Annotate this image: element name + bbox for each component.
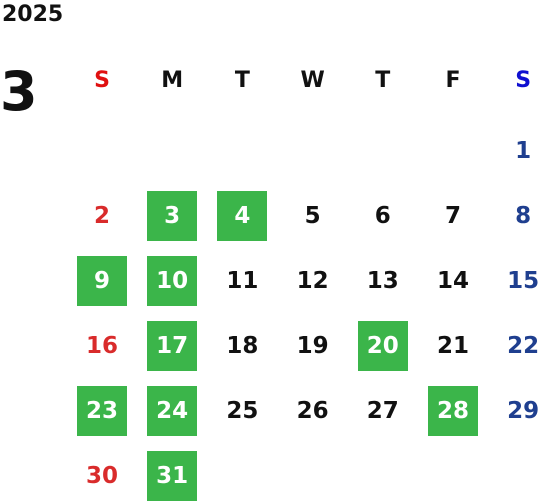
marked-day: 4	[217, 191, 268, 241]
day: 25	[226, 398, 259, 424]
weekday-label: T	[234, 68, 250, 93]
day: 14	[436, 268, 469, 294]
weekday-label: F	[445, 68, 461, 93]
marked-day: 9	[77, 256, 127, 306]
day: 29	[507, 398, 540, 424]
day: 8	[515, 203, 532, 229]
day: 5	[304, 203, 321, 229]
day: 16	[85, 333, 118, 359]
day: 6	[374, 203, 391, 229]
day: 7	[444, 203, 461, 229]
marked-day: 17	[147, 321, 198, 371]
marked-day: 23	[77, 386, 127, 436]
weekday-label: W	[300, 68, 325, 93]
weekday-label: S	[515, 68, 532, 93]
marked-day: 10	[147, 256, 198, 306]
day: 1	[515, 138, 532, 164]
marked-day: 31	[147, 451, 198, 501]
year: 2025	[2, 2, 64, 27]
day: 13	[366, 268, 399, 294]
weekday-label: T	[375, 68, 391, 93]
day: 30	[85, 463, 118, 489]
day: 19	[296, 333, 329, 359]
marked-day: 28	[428, 386, 478, 436]
marked-day: 24	[147, 386, 198, 436]
marked-day: 3	[147, 191, 198, 241]
weekday-label: S	[94, 68, 110, 93]
marked-day: 20	[357, 321, 408, 371]
weekday-label: M	[161, 68, 184, 93]
day: 2	[93, 203, 110, 229]
day: 15	[507, 268, 540, 294]
day: 27	[366, 398, 399, 424]
day: 22	[507, 333, 540, 359]
day: 18	[226, 333, 259, 359]
day: 12	[296, 268, 329, 294]
day: 11	[226, 268, 259, 294]
day: 21	[436, 333, 469, 359]
day: 26	[296, 398, 329, 424]
month: 3	[0, 60, 38, 123]
